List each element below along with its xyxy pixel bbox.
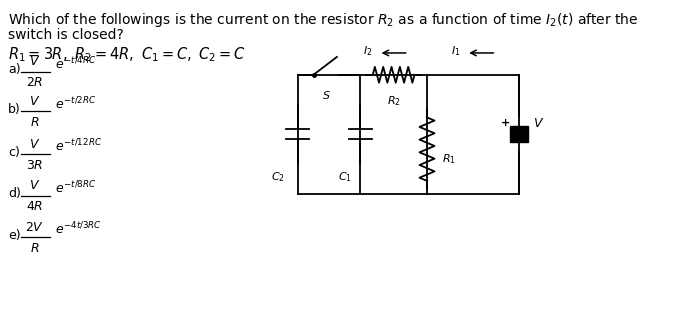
Bar [509,126,528,142]
Text: $R_1$: $R_1$ [442,152,456,166]
Text: $e^{-t/12RC}$: $e^{-t/12RC}$ [55,138,102,154]
Text: $2R$: $2R$ [26,76,44,89]
Text: d): d) [8,187,21,200]
Text: $2V$: $2V$ [25,221,44,234]
Text: $V$: $V$ [29,55,40,68]
Text: $V$: $V$ [29,138,40,151]
Text: $V$: $V$ [29,179,40,192]
Text: $V$: $V$ [29,95,40,108]
Text: c): c) [8,146,20,159]
Text: switch is closed?: switch is closed? [8,28,124,42]
Text: $e^{-4t/3RC}$: $e^{-4t/3RC}$ [55,221,102,238]
Text: $4R$: $4R$ [26,200,44,213]
Text: $e^{-t/2RC}$: $e^{-t/2RC}$ [55,95,96,112]
Text: $e^{-t/8RC}$: $e^{-t/8RC}$ [55,180,96,196]
Text: $C_1$: $C_1$ [338,170,352,184]
Text: $C_2$: $C_2$ [271,170,285,184]
Text: $R_2$: $R_2$ [387,95,401,109]
Text: $I_1$: $I_1$ [451,44,460,58]
Text: $R$: $R$ [30,116,39,129]
Text: a): a) [8,63,20,76]
Text: $3R$: $3R$ [27,158,44,172]
Text: $I_2$: $I_2$ [363,44,373,58]
Text: $V$: $V$ [533,117,544,130]
Text: b): b) [8,103,21,116]
Text: e): e) [8,229,20,242]
Text: $S$: $S$ [322,89,330,101]
Text: Which of the followings is the current on the resistor $R_2$ as a function of ti: Which of the followings is the current o… [8,11,639,29]
Text: +: + [501,119,510,128]
Text: $R_1 = 3R,\ R_2 = 4R,\ C_1 = C,\ C_2 = C$: $R_1 = 3R,\ R_2 = 4R,\ C_1 = C,\ C_2 = C… [8,45,246,64]
Text: $e^{-t/4RC}$: $e^{-t/4RC}$ [55,55,97,72]
Text: $R$: $R$ [30,242,39,255]
